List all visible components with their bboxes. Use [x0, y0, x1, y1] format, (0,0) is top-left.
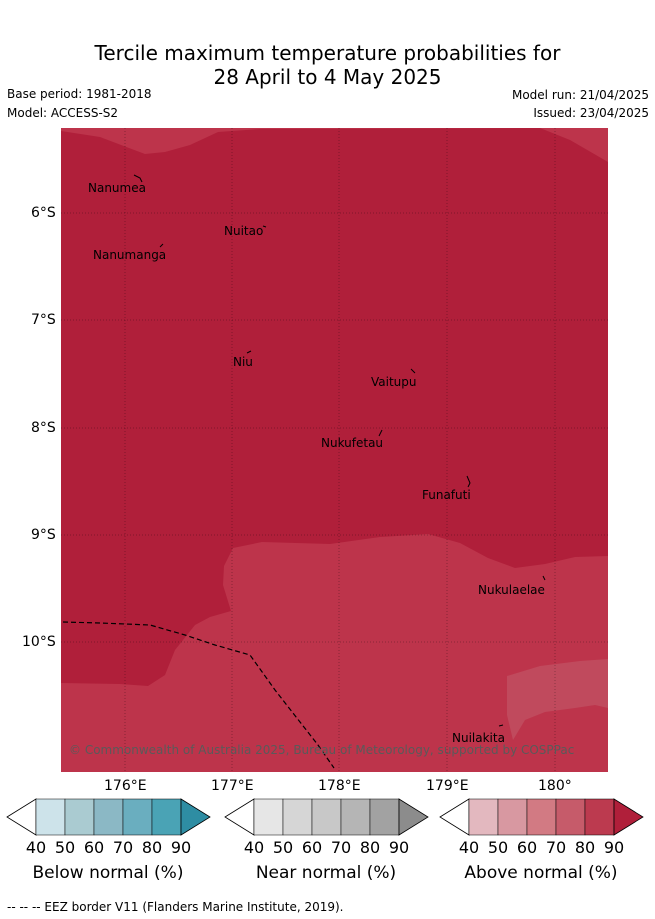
island-label-nuitao: Nuitao [224, 224, 264, 238]
colorbar-above-normal [439, 798, 644, 836]
colorbar-label-below: Below normal (%) [32, 863, 184, 883]
lat-label-10s: 10°S [22, 634, 56, 650]
map-region-top-right [61, 128, 608, 162]
colorbar-above-tick: 50 [487, 838, 509, 857]
colorbar-near-tick: 40 [243, 838, 265, 857]
island-label-niu: Niu [233, 355, 253, 369]
colorbar-near-normal [224, 798, 429, 836]
map-gridlines [61, 128, 608, 772]
colorbar-below-tick: 70 [112, 838, 134, 857]
issued-date: Issued: 23/04/2025 [533, 106, 649, 120]
colorbar-above-low-extend [439, 798, 470, 836]
model-name: Model: ACCESS-S2 [7, 106, 119, 120]
lat-label-9s: 9°S [31, 527, 56, 543]
colorbar-above-tick: 70 [545, 838, 567, 857]
lon-label-176e: 176°E [104, 778, 147, 794]
model-run: Model run: 21/04/2025 [511, 88, 649, 102]
colorbar-near-tick: 50 [272, 838, 294, 857]
colorbar-near-segment-3 [311, 798, 342, 836]
colorbar-below-normal [6, 798, 211, 836]
colorbar-below-low-extend [6, 798, 37, 836]
lon-label-177e: 177°E [211, 778, 254, 794]
title-line-2: 28 April to 4 May 2025 [213, 65, 442, 89]
lat-label-8s: 8°S [31, 420, 56, 436]
map-region-above-70 [507, 659, 608, 740]
lon-label-179e: 179°E [426, 778, 469, 794]
island-nuitao-shape [262, 225, 267, 228]
island-label-nanumanga: Nanumanga [93, 248, 167, 262]
title-line-1: Tercile maximum temperature probabilitie… [94, 41, 561, 65]
colorbar-near-tick: 80 [359, 838, 381, 857]
eez-legend-footer: -- -- -- EEZ border V11 (Flanders Marine… [7, 900, 344, 914]
colorbar-below-segment-2 [64, 798, 95, 836]
colorbar-above-tick: 90 [603, 838, 625, 857]
colorbar-near-tick: 90 [388, 838, 410, 857]
island-label-nanumea: Nanumea [88, 181, 146, 195]
colorbar-above-tick: 60 [516, 838, 538, 857]
map-region-top [61, 128, 540, 154]
colorbar-above-segment-4 [555, 798, 586, 836]
colorbar-above-segment-2 [497, 798, 528, 836]
island-niu-shape [246, 350, 252, 354]
colorbar-above-high-extend [613, 798, 644, 836]
colorbar-near-segment-2 [282, 798, 313, 836]
island-vaitupu-shape [410, 368, 416, 374]
colorbar-above-segment-5 [584, 798, 615, 836]
colorbar-near-segment-4 [340, 798, 371, 836]
island-label-nuilakita: Nuilakita [452, 731, 505, 745]
lat-label-6s: 6°S [31, 205, 56, 221]
colorbar-above-segment-3 [526, 798, 557, 836]
map-title: Tercile maximum temperature probabilitie… [0, 41, 655, 89]
colorbar-below-tick: 50 [54, 838, 76, 857]
colorbar-above-tick: 80 [574, 838, 596, 857]
colorbar-below-segment-4 [122, 798, 153, 836]
island-label-vaitupu: Vaitupu [371, 375, 417, 389]
colorbar-below-high-extend [180, 798, 211, 836]
lon-label-180: 180° [538, 778, 572, 794]
colorbar-above-segment-1 [468, 798, 499, 836]
colorbars-svg [6, 798, 644, 836]
island-nukulaelae-shape [542, 575, 546, 581]
map-region-above-80 [61, 534, 608, 772]
base-period: Base period: 1981-2018 [7, 87, 152, 101]
colorbar-near-tick: 60 [301, 838, 323, 857]
colorbar-near-segment-5 [369, 798, 400, 836]
colorbar-near-segment-1 [253, 798, 284, 836]
island-nukufetau-shape [378, 429, 383, 437]
lat-label-7s: 7°S [31, 312, 56, 328]
colorbar-below-segment-3 [93, 798, 124, 836]
colorbar-label-above: Above normal (%) [464, 863, 618, 883]
colorbar-below-tick: 90 [170, 838, 192, 857]
eez-border [62, 621, 335, 769]
island-label-funafuti: Funafuti [422, 488, 471, 502]
island-label-nukulaelae: Nukulaelae [478, 583, 545, 597]
colorbar-label-near: Near normal (%) [255, 863, 397, 883]
island-funafuti-shape [466, 475, 471, 488]
colorbar-below-tick: 60 [83, 838, 105, 857]
island-outlines [133, 174, 546, 727]
colorbar-above-tick: 40 [458, 838, 480, 857]
island-nanumanga-shape [159, 243, 164, 248]
colorbar-below-segment-5 [151, 798, 182, 836]
island-label-nukufetau: Nukufetau [321, 436, 384, 450]
island-nanumea-shape [133, 174, 143, 183]
colorbar-below-tick: 40 [25, 838, 47, 857]
copyright-notice: © Commonwealth of Australia 2025, Bureau… [69, 743, 575, 757]
colorbar-near-low-extend [224, 798, 255, 836]
colorbar-below-segment-1 [35, 798, 66, 836]
island-nuilakita-shape [498, 724, 504, 727]
colorbar-below-tick: 80 [141, 838, 163, 857]
colorbar-near-high-extend [398, 798, 429, 836]
lon-label-178e: 178°E [318, 778, 361, 794]
colorbar-near-tick: 70 [330, 838, 352, 857]
